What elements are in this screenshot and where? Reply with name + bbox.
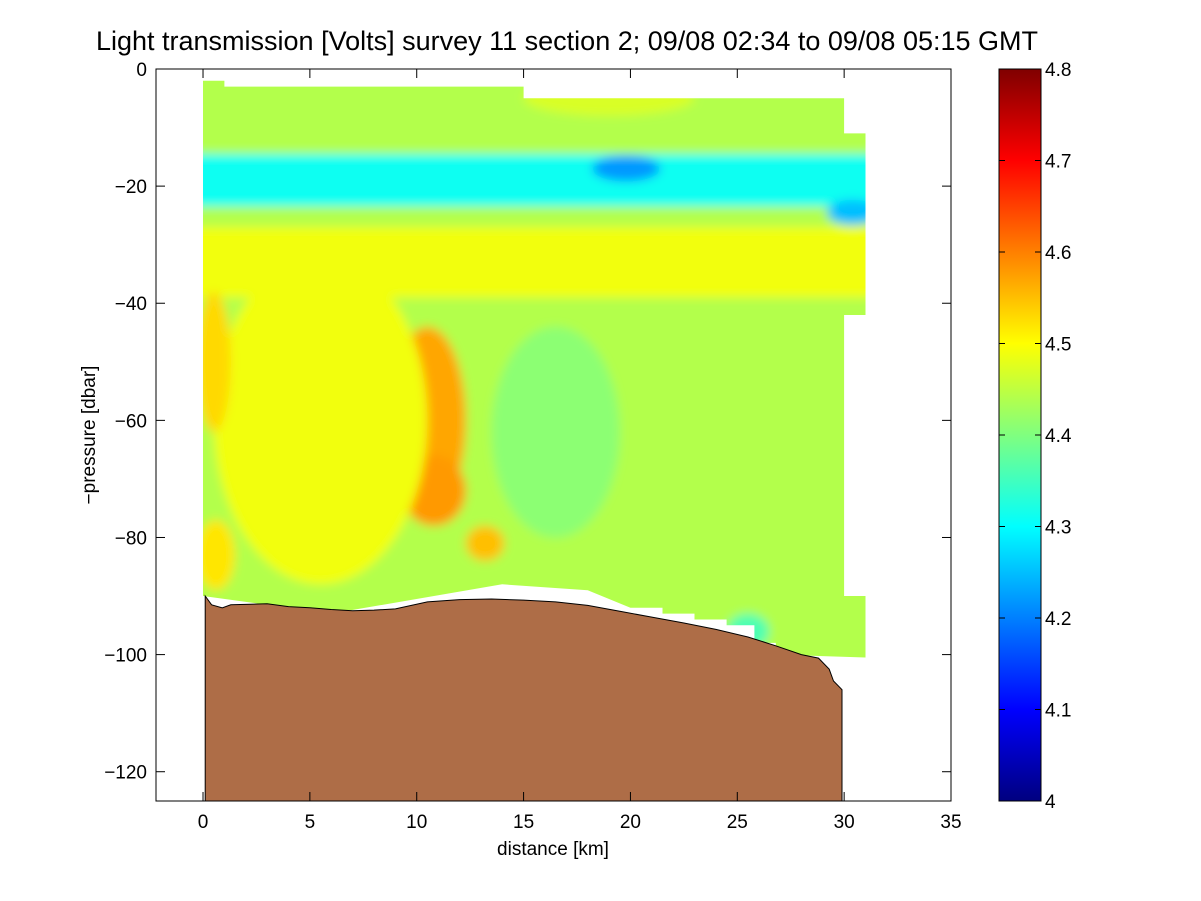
x-tick-label: 30 <box>834 812 855 833</box>
colorbar-tick-label: 4.7 <box>1045 152 1071 173</box>
y-tick-label: −120 <box>104 763 147 784</box>
x-tick-label: 20 <box>620 812 641 833</box>
heatmap-feature-2 <box>827 199 866 226</box>
colorbar-tick-label: 4.5 <box>1045 335 1071 356</box>
x-tick-label: 10 <box>406 812 427 833</box>
x-tick-label: 15 <box>513 812 534 833</box>
seabed-area <box>204 594 843 801</box>
heatmap-feature-1 <box>591 155 661 182</box>
heatmap-field <box>203 80 866 658</box>
x-axis: 0 5 10 15 20 25 30 35 <box>198 69 962 833</box>
colorbar-axis: 4 4.1 4.2 4.3 4.4 4.5 4.6 4.7 4.8 <box>999 60 1072 813</box>
colorbar <box>998 68 1042 802</box>
y-axis: 0 −20 −40 −60 −80 −100 −120 <box>104 60 951 784</box>
heatmap-feature-7 <box>213 256 428 585</box>
heatmap-feature-9 <box>203 519 236 591</box>
colorbar-tick-label: 4.4 <box>1045 426 1072 447</box>
y-tick-label: −100 <box>104 646 147 667</box>
y-tick-label: −40 <box>115 294 147 315</box>
x-tick-label: 35 <box>940 812 961 833</box>
chart-title: Light transmission [Volts] survey 11 sec… <box>96 26 1038 56</box>
heatmap-feature-0 <box>203 153 866 207</box>
colorbar-tick-label: 4.8 <box>1045 60 1071 81</box>
x-tick-label: 25 <box>727 812 748 833</box>
colorbar-tick-label: 4.6 <box>1045 243 1071 264</box>
x-axis-label: distance [km] <box>497 839 609 860</box>
y-tick-label: −60 <box>115 411 147 432</box>
y-tick-label: −80 <box>115 528 147 549</box>
heatmap-feature-6 <box>465 525 505 561</box>
heatmap-feature-10 <box>491 326 620 538</box>
colorbar-tick-label: 4.2 <box>1045 609 1071 630</box>
colorbar-tick-label: 4.3 <box>1045 518 1071 539</box>
x-tick-label: 0 <box>198 812 209 833</box>
y-tick-label: 0 <box>136 60 147 81</box>
y-tick-label: −20 <box>115 177 147 198</box>
x-tick-label: 5 <box>305 812 316 833</box>
y-axis-label: −pressure [dbar] <box>79 366 100 505</box>
colorbar-tick-label: 4 <box>1045 792 1056 813</box>
heatmap-feature-8 <box>203 291 231 433</box>
colorbar-tick-label: 4.1 <box>1045 701 1071 722</box>
plot-frame <box>155 68 952 802</box>
